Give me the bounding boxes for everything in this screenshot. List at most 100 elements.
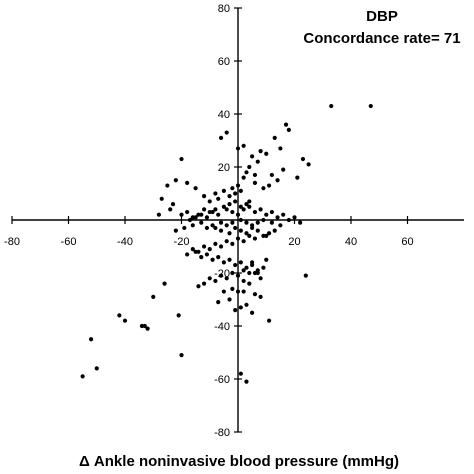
- data-point: [250, 310, 255, 315]
- data-point: [185, 209, 190, 215]
- data-point: [295, 175, 300, 180]
- data-point: [151, 294, 156, 299]
- data-point: [122, 318, 128, 323]
- data-point: [247, 233, 252, 238]
- data-point: [179, 156, 184, 162]
- data-point: [281, 212, 286, 217]
- data-point: [221, 289, 226, 294]
- data-point: [286, 217, 291, 223]
- data-point: [170, 202, 176, 207]
- data-point: [204, 215, 210, 220]
- data-point: [213, 278, 218, 284]
- data-point: [204, 225, 210, 231]
- data-point: [292, 215, 297, 220]
- data-point: [179, 353, 184, 358]
- y-tick-label: -60: [214, 374, 230, 386]
- data-point: [281, 167, 286, 172]
- data-point: [258, 207, 263, 212]
- data-point: [159, 196, 164, 201]
- data-point: [207, 276, 212, 281]
- data-point: [156, 212, 161, 217]
- data-point: [241, 143, 246, 148]
- data-point: [266, 231, 272, 236]
- data-point: [233, 225, 238, 231]
- data-point: [252, 172, 258, 178]
- data-point: [247, 204, 252, 209]
- x-tick-label: -80: [4, 236, 20, 248]
- data-point: [266, 318, 272, 323]
- data-point: [202, 244, 207, 249]
- data-point: [252, 236, 258, 241]
- data-point: [218, 220, 224, 225]
- data-point: [269, 172, 274, 178]
- data-point: [216, 300, 221, 305]
- data-point: [230, 186, 235, 191]
- data-point: [193, 249, 198, 254]
- data-point: [283, 122, 289, 127]
- data-point: [199, 255, 204, 260]
- data-point: [238, 371, 243, 376]
- data-point: [190, 247, 195, 252]
- data-point: [235, 212, 241, 217]
- data-point: [278, 146, 283, 151]
- data-point: [244, 170, 249, 175]
- data-point: [235, 146, 241, 151]
- data-point: [218, 135, 224, 140]
- x-tick-label: 20: [288, 236, 300, 248]
- data-point: [230, 241, 235, 246]
- data-point: [252, 292, 258, 297]
- data-point: [227, 257, 232, 262]
- data-point: [238, 228, 243, 233]
- data-point: [255, 220, 260, 225]
- x-tick-label: 40: [345, 236, 357, 248]
- data-point: [252, 209, 258, 215]
- data-point: [224, 130, 229, 135]
- data-point: [247, 164, 252, 170]
- data-point: [173, 228, 178, 233]
- data-point: [258, 276, 263, 281]
- chart-title: DBP: [366, 8, 398, 25]
- data-point: [252, 180, 258, 185]
- chart-subtitle: Concordance rate= 71: [303, 30, 460, 47]
- data-point: [176, 313, 181, 318]
- x-tick-label: 60: [401, 236, 413, 248]
- data-point: [233, 262, 238, 268]
- data-point: [216, 255, 221, 260]
- data-point: [250, 260, 255, 265]
- data-point: [275, 215, 280, 220]
- data-point: [196, 284, 201, 289]
- data-point: [168, 207, 173, 212]
- data-point: [213, 191, 218, 196]
- data-point: [272, 228, 277, 233]
- data-point: [199, 212, 204, 217]
- data-point: [235, 236, 241, 241]
- data-point: [230, 270, 235, 276]
- data-point: [190, 223, 195, 228]
- data-point: [241, 278, 246, 284]
- data-point: [241, 207, 246, 212]
- data-point: [142, 323, 147, 329]
- data-point: [244, 231, 249, 236]
- x-tick-label: -60: [61, 236, 77, 248]
- data-point: [165, 183, 170, 188]
- data-point: [94, 366, 99, 371]
- data-point: [247, 199, 252, 204]
- data-point: [368, 103, 373, 109]
- data-point: [244, 220, 249, 225]
- data-point: [210, 223, 215, 228]
- data-point: [202, 207, 207, 212]
- y-tick-label: 60: [218, 56, 230, 68]
- data-point: [264, 257, 269, 262]
- data-point: [233, 308, 238, 313]
- data-point: [261, 265, 266, 270]
- data-point: [233, 199, 238, 204]
- data-point: [227, 194, 232, 199]
- x-tick-label: -20: [174, 236, 190, 248]
- data-point: [233, 191, 238, 196]
- data-point: [235, 289, 241, 294]
- data-point: [89, 337, 94, 342]
- data-point: [329, 103, 334, 109]
- data-point: [221, 260, 226, 265]
